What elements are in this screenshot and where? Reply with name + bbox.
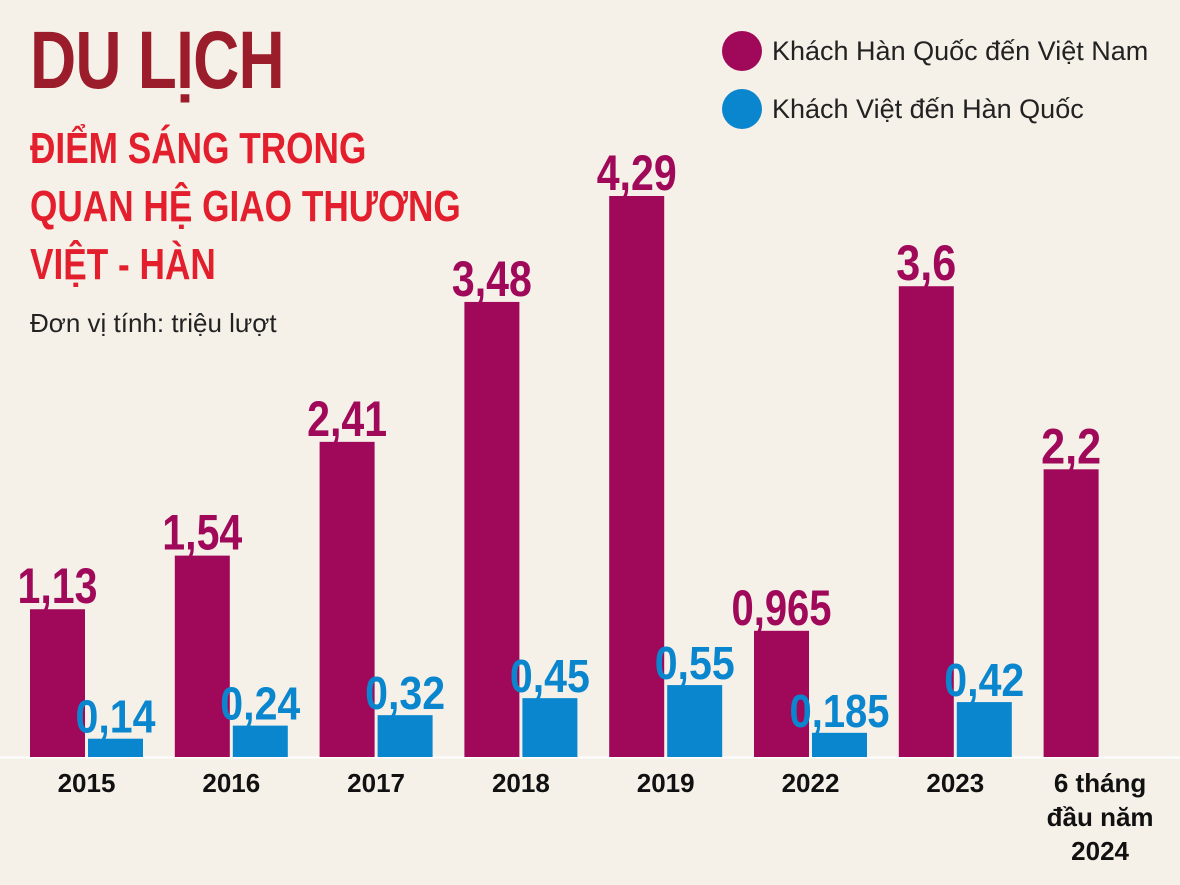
- bar-korea-to-vietnam-1: [174, 555, 230, 757]
- legend-item-korea-to-vietnam: Khách Hàn Quốc đến Việt Nam: [722, 22, 1148, 80]
- data-label-korea-to-vietnam-6: 3,6: [896, 235, 956, 291]
- legend-item-vietnam-to-korea: Khách Việt đến Hàn Quốc: [722, 80, 1148, 138]
- subtitle-line-2: QUAN HỆ GIAO THƯƠNG: [30, 182, 461, 231]
- bar-vietnam-to-korea-5: [812, 732, 867, 757]
- bar-vietnam-to-korea-1: [232, 725, 288, 757]
- data-label-vietnam-to-korea-1: 0,24: [220, 678, 300, 730]
- x-tick-label-5: 2022: [782, 768, 840, 798]
- subtitle-line-3: VIỆT - HÀN: [30, 240, 216, 289]
- data-label-korea-to-vietnam-4: 4,29: [597, 145, 677, 201]
- data-label-korea-to-vietnam-2: 2,41: [307, 391, 387, 447]
- bar-korea-to-vietnam-0: [30, 609, 85, 757]
- bar-korea-to-vietnam-7: [1043, 469, 1099, 757]
- subtitle-line-1: ĐIỂM SÁNG TRONG: [30, 124, 367, 173]
- bar-vietnam-to-korea-0: [88, 738, 143, 757]
- data-label-korea-to-vietnam-0: 1,13: [18, 558, 98, 614]
- chart-title: DU LỊCH: [30, 15, 285, 106]
- legend: Khách Hàn Quốc đến Việt Nam Khách Việt đ…: [722, 22, 1148, 138]
- legend-label-korea-to-vietnam: Khách Hàn Quốc đến Việt Nam: [772, 35, 1149, 66]
- data-label-vietnam-to-korea-0: 0,14: [76, 691, 156, 743]
- bar-korea-to-vietnam-5: [754, 630, 809, 757]
- x-tick-label-2: 2017: [347, 768, 405, 798]
- x-tick-label-1: 2016: [202, 768, 260, 798]
- bar-korea-to-vietnam-4: [609, 196, 665, 757]
- bar-korea-to-vietnam-6: [898, 286, 954, 757]
- bar-vietnam-to-korea-2: [377, 715, 433, 757]
- data-label-vietnam-to-korea-2: 0,32: [365, 667, 445, 719]
- legend-label-vietnam-to-korea: Khách Việt đến Hàn Quốc: [772, 93, 1084, 124]
- data-label-vietnam-to-korea-3: 0,45: [510, 650, 590, 702]
- bar-vietnam-to-korea-4: [667, 685, 723, 757]
- unit-label: Đơn vị tính: triệu lượt: [30, 308, 277, 338]
- data-label-vietnam-to-korea-4: 0,55: [655, 637, 735, 689]
- data-label-korea-to-vietnam-5: 0,965: [732, 580, 832, 636]
- bar-korea-to-vietnam-3: [464, 301, 520, 757]
- data-label-korea-to-vietnam-7: 2,2: [1041, 418, 1101, 474]
- bar-vietnam-to-korea-3: [522, 698, 578, 757]
- x-tick-label-0: 2015: [58, 768, 116, 798]
- chart-subtitle: ĐIỂM SÁNG TRONG QUAN HỆ GIAO THƯƠNG VIỆT…: [30, 120, 461, 294]
- x-tick-label-3: 2018: [492, 768, 550, 798]
- legend-swatch-vietnam-to-korea: [722, 89, 762, 129]
- data-label-korea-to-vietnam-3: 3,48: [452, 251, 532, 307]
- data-label-vietnam-to-korea-5: 0,185: [790, 685, 890, 737]
- legend-swatch-korea-to-vietnam: [722, 31, 762, 71]
- data-label-vietnam-to-korea-6: 0,42: [944, 654, 1024, 706]
- data-label-korea-to-vietnam-1: 1,54: [162, 505, 242, 561]
- x-tick-label-4: 2019: [637, 768, 695, 798]
- x-tick-label-6: 2023: [926, 768, 984, 798]
- x-tick-label-7: 6 tháng đầu năm 2024: [1047, 768, 1154, 866]
- bar-vietnam-to-korea-6: [956, 702, 1012, 757]
- bar-korea-to-vietnam-2: [319, 441, 375, 757]
